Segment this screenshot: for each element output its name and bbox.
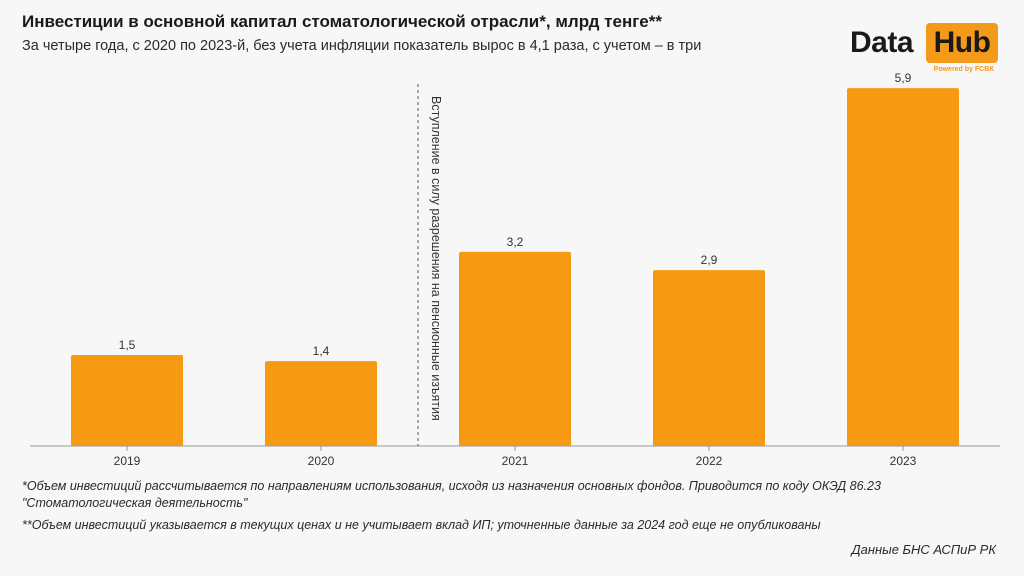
x-tick-label-2022: 2022 <box>696 454 723 468</box>
x-tick-label-2020: 2020 <box>308 454 335 468</box>
footnote-1: *Объем инвестиций рассчитывается по напр… <box>22 479 881 510</box>
value-label-2023: 5,9 <box>895 71 912 85</box>
logo-hub-box: Hub <box>926 23 998 63</box>
x-tick-label-2019: 2019 <box>114 454 141 468</box>
value-label-2019: 1,5 <box>119 338 136 352</box>
bar-2019 <box>71 355 183 446</box>
bar-2022 <box>653 270 765 446</box>
logo-tagline: Powered by FCBK <box>933 66 995 73</box>
logo-text-data: Data <box>850 26 914 59</box>
value-label-2022: 2,9 <box>701 253 718 267</box>
source-note: Данные БНС АСПиР РК <box>851 542 996 557</box>
value-label-2020: 1,4 <box>313 344 330 358</box>
x-tick-label-2021: 2021 <box>502 454 529 468</box>
bar-2023 <box>847 88 959 447</box>
bar-2021 <box>459 251 571 446</box>
logo-text-hub: Hub <box>933 26 991 59</box>
bar-2020 <box>265 361 377 446</box>
chart-title: Инвестиции в основной капитал стоматолог… <box>22 12 662 31</box>
value-label-2021: 3,2 <box>507 235 524 249</box>
x-tick-label-2023: 2023 <box>890 454 917 468</box>
chart-subtitle: За четыре года, с 2020 по 2023-й, без уч… <box>22 38 702 54</box>
annotation-label: Вступление в силу разрешения на пенсионн… <box>429 96 443 421</box>
footnote-2: **Объем инвестиций указывается в текущих… <box>22 518 821 532</box>
data-hub-logo: Data Hub Powered by FCBK <box>848 22 1000 78</box>
